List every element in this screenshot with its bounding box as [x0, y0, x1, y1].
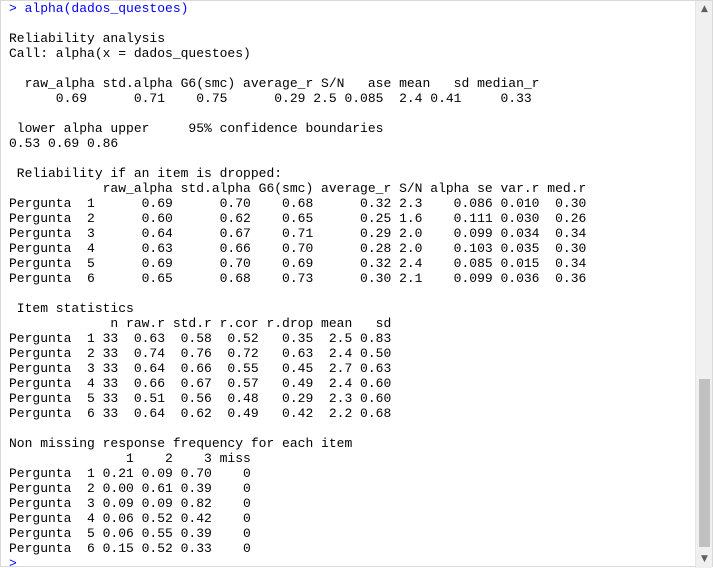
console-output-line: Pergunta 2 0.60 0.62 0.65 0.25 1.6 0.111… — [9, 211, 587, 226]
console-command-line: > alpha(dados_questoes) — [9, 1, 189, 16]
console-output-line — [9, 61, 689, 76]
console-output-line: Pergunta 6 0.15 0.52 0.33 0 — [9, 541, 251, 556]
console-output-line — [9, 286, 689, 301]
console-output-line: n raw.r std.r r.cor r.drop mean sd — [9, 316, 392, 331]
console-output-line: lower alpha upper 95% confidence boundar… — [9, 121, 384, 136]
scrollbar-thumb[interactable] — [699, 379, 710, 547]
scroll-up-arrow-icon[interactable]: ▲ — [701, 4, 708, 14]
console-output-line: Pergunta 2 33 0.74 0.76 0.72 0.63 2.4 0.… — [9, 346, 392, 361]
console-output-line — [9, 106, 689, 121]
console-output-line: Pergunta 2 0.00 0.61 0.39 0 — [9, 481, 251, 496]
console-output-line: Reliability if an item is dropped: — [9, 166, 283, 181]
console-prompt-line[interactable]: > — [9, 556, 25, 568]
console-output-line: Call: alpha(x = dados_questoes) — [9, 46, 251, 61]
console-output-line: 0.69 0.71 0.75 0.29 2.5 0.085 2.4 0.41 0… — [9, 91, 532, 106]
console-output-line: 1 2 3 miss — [9, 451, 251, 466]
vertical-scrollbar[interactable]: ▲ ▼ — [695, 1, 712, 568]
console-output-line — [9, 421, 689, 436]
console-output-line: Pergunta 1 0.69 0.70 0.68 0.32 2.3 0.086… — [9, 196, 587, 211]
console-output-line: Pergunta 3 0.09 0.09 0.82 0 — [9, 496, 251, 511]
console-output-line: Pergunta 5 0.69 0.70 0.69 0.32 2.4 0.085… — [9, 256, 587, 271]
console-output-line: Non missing response frequency for each … — [9, 436, 353, 451]
console-output-line: Pergunta 1 33 0.63 0.58 0.52 0.35 2.5 0.… — [9, 331, 392, 346]
scroll-down-arrow-icon[interactable]: ▼ — [701, 554, 708, 564]
console-output-line: Pergunta 4 0.06 0.52 0.42 0 — [9, 511, 251, 526]
console-output-line: 0.53 0.69 0.86 — [9, 136, 119, 151]
console-output-line — [9, 151, 689, 166]
console-output-line: Pergunta 5 33 0.51 0.56 0.48 0.29 2.3 0.… — [9, 391, 392, 406]
console-output-line: raw_alpha std.alpha G6(smc) average_r S/… — [9, 181, 587, 196]
console-output-line: Pergunta 3 33 0.64 0.66 0.55 0.45 2.7 0.… — [9, 361, 392, 376]
console-output[interactable]: > alpha(dados_questoes) Reliability analy… — [9, 1, 689, 568]
console-output-line — [9, 16, 689, 31]
console-output-line: raw_alpha std.alpha G6(smc) average_r S/… — [9, 76, 540, 91]
console-output-line: Item statistics — [9, 301, 134, 316]
console-output-line: Pergunta 3 0.64 0.67 0.71 0.29 2.0 0.099… — [9, 226, 587, 241]
console-output-line: Pergunta 4 0.63 0.66 0.70 0.28 2.0 0.103… — [9, 241, 587, 256]
console-output-line: Pergunta 6 33 0.64 0.62 0.49 0.42 2.2 0.… — [9, 406, 392, 421]
console-output-line: Pergunta 4 33 0.66 0.67 0.57 0.49 2.4 0.… — [9, 376, 392, 391]
console-output-line: Pergunta 5 0.06 0.55 0.39 0 — [9, 526, 251, 541]
console-output-line: Reliability analysis — [9, 31, 166, 46]
console-output-line: Pergunta 6 0.65 0.68 0.73 0.30 2.1 0.099… — [9, 271, 587, 286]
console-output-line: Pergunta 1 0.21 0.09 0.70 0 — [9, 466, 251, 481]
